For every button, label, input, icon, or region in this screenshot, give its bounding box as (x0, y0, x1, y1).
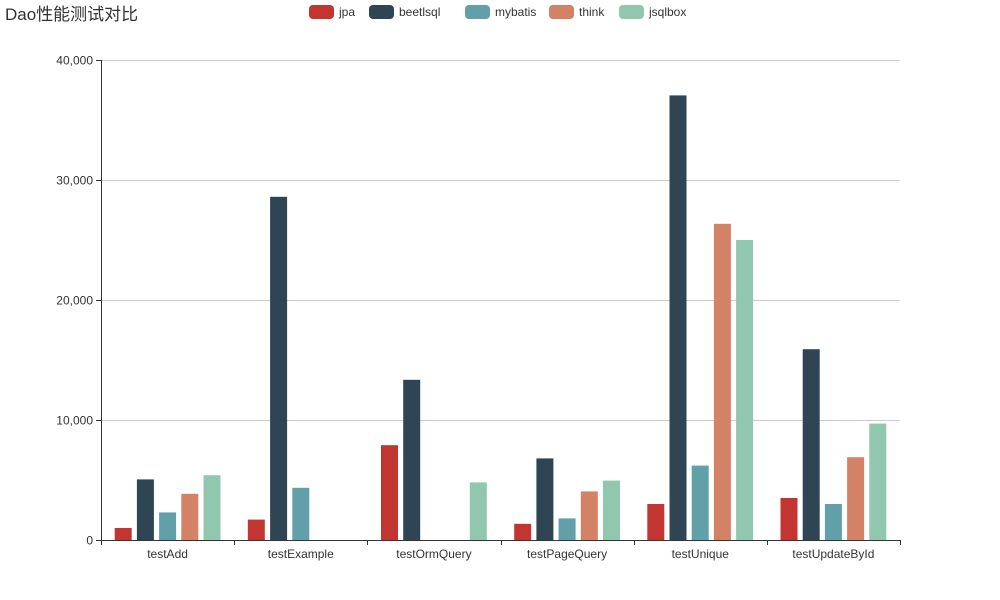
bar-mybatis-testUnique[interactable] (691, 465, 709, 540)
x-tick-label: testUnique (672, 547, 730, 561)
legend-swatch (549, 5, 574, 19)
chart-title: Dao性能测试对比 (5, 5, 138, 24)
legend-item-jpa[interactable]: jpa (309, 5, 355, 19)
y-axis: 0 10,000 20,000 30,000 40,000 (56, 54, 102, 548)
bars (114, 95, 887, 541)
x-tick-label: testOrmQuery (396, 547, 471, 561)
legend-label: jsqlbox (648, 5, 686, 19)
bar-beetlsql-testOrmQuery[interactable] (403, 379, 421, 540)
y-tick-label: 20,000 (56, 294, 93, 308)
bar-beetlsql-testPageQuery[interactable] (536, 458, 554, 540)
bar-think-testPageQuery[interactable] (580, 491, 598, 540)
x-tick-label: testPageQuery (527, 547, 607, 561)
legend-item-beetlsql[interactable]: beetlsql (369, 5, 440, 19)
bar-mybatis-testPageQuery[interactable] (558, 518, 576, 540)
bar-beetlsql-testUnique[interactable] (669, 95, 687, 541)
bar-jsqlbox-testUpdateById[interactable] (869, 423, 887, 540)
y-tick-label: 10,000 (56, 414, 93, 428)
legend-swatch (369, 5, 394, 19)
bar-jpa-testUpdateById[interactable] (780, 498, 798, 540)
bar-mybatis-testExample[interactable] (292, 487, 310, 540)
y-tick-label: 40,000 (56, 54, 93, 68)
legend-item-jsqlbox[interactable]: jsqlbox (619, 5, 686, 19)
x-tick-label: testAdd (147, 547, 188, 561)
y-tick-label: 0 (86, 534, 93, 548)
legend-label: jpa (338, 5, 355, 19)
y-tick-label: 30,000 (56, 174, 93, 188)
legend-item-mybatis[interactable]: mybatis (465, 5, 536, 19)
bar-beetlsql-testUpdateById[interactable] (802, 349, 820, 540)
bar-jpa-testUnique[interactable] (647, 504, 665, 540)
bar-jpa-testPageQuery[interactable] (514, 523, 532, 540)
bar-jpa-testOrmQuery[interactable] (381, 445, 398, 540)
bar-mybatis-testUpdateById[interactable] (824, 504, 842, 540)
bar-beetlsql-testAdd[interactable] (136, 479, 154, 540)
legend-swatch (619, 5, 644, 19)
legend-label: mybatis (495, 5, 536, 19)
bar-beetlsql-testExample[interactable] (270, 196, 288, 541)
bar-jpa-testExample[interactable] (247, 519, 265, 540)
bar-think-testUpdateById[interactable] (847, 457, 865, 540)
bar-jsqlbox-testAdd[interactable] (203, 475, 221, 540)
bar-think-testUnique[interactable] (713, 223, 731, 541)
bar-jsqlbox-testPageQuery[interactable] (603, 480, 620, 540)
bar-jsqlbox-testUnique[interactable] (736, 240, 754, 540)
legend-swatch (465, 5, 490, 19)
legend-label: think (579, 5, 605, 19)
bar-jsqlbox-testOrmQuery[interactable] (469, 482, 487, 540)
x-tick-label: testExample (268, 547, 334, 561)
bar-mybatis-testAdd[interactable] (159, 512, 177, 540)
legend-swatch (309, 5, 334, 19)
bar-think-testAdd[interactable] (181, 493, 199, 540)
legend-label: beetlsql (399, 5, 440, 19)
legend-item-think[interactable]: think (549, 5, 605, 19)
bar-jpa-testAdd[interactable] (114, 528, 132, 540)
x-axis: testAdd testExample testOrmQuery testPageQu… (101, 540, 901, 561)
x-tick-label: testUpdateById (792, 547, 874, 561)
grid-lines (101, 60, 900, 421)
legend[interactable]: jpa beetlsql mybatis think jsqlbox (309, 5, 686, 19)
